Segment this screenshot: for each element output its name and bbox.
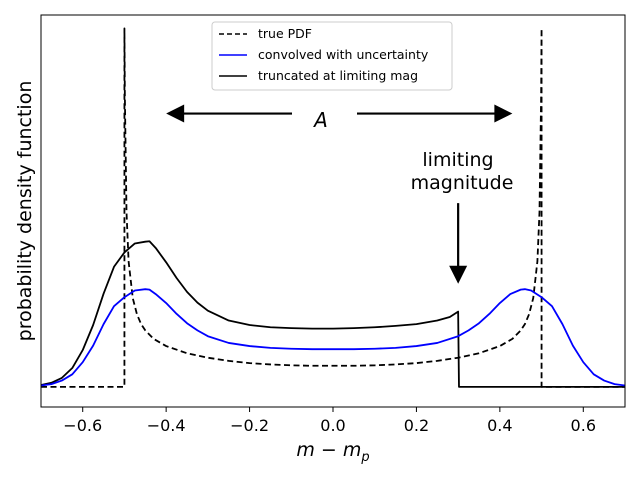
x-axis-label: m − mp <box>296 439 369 465</box>
series-line-true-pdf <box>41 27 625 388</box>
x-axis-label-subscript: p <box>360 450 369 465</box>
x-tick-label: 0.0 <box>320 416 345 435</box>
range-label-a: A <box>312 108 328 132</box>
legend-label-convolved: convolved with uncertainty <box>258 47 429 62</box>
series-layer <box>41 27 625 388</box>
range-arrow-right-head <box>494 104 513 123</box>
plot-area <box>41 27 625 388</box>
legend-label-truncated: truncated at limiting mag <box>258 68 418 83</box>
limit-arrow-head <box>449 265 468 284</box>
x-tick-label: −0.6 <box>63 416 102 435</box>
x-tick-label: −0.2 <box>230 416 269 435</box>
x-tick-label: −0.4 <box>147 416 186 435</box>
x-tick-label: 0.4 <box>487 416 512 435</box>
x-tick-label: 0.2 <box>404 416 429 435</box>
legend-box <box>211 21 453 91</box>
x-axis-label-main: m − m <box>296 439 361 461</box>
legend-label-true-pdf: true PDF <box>258 26 312 41</box>
x-tick-label: 0.6 <box>571 416 596 435</box>
range-arrow-left-head <box>166 104 185 123</box>
y-axis-label: probability density function <box>14 81 36 342</box>
x-axis-ticks: −0.6 −0.4 −0.2 0.0 0.2 0.4 0.6 <box>63 407 596 435</box>
series-line-convolved-with-uncertainty <box>41 288 625 387</box>
limiting-label-line2: magnitude <box>411 172 514 194</box>
series-line-truncated-at-limiting-mag <box>41 240 625 388</box>
legend: true PDF convolved with uncertainty trun… <box>211 21 453 91</box>
annotations: A limiting magnitude <box>166 104 514 284</box>
limiting-label-line1: limiting <box>422 149 493 171</box>
